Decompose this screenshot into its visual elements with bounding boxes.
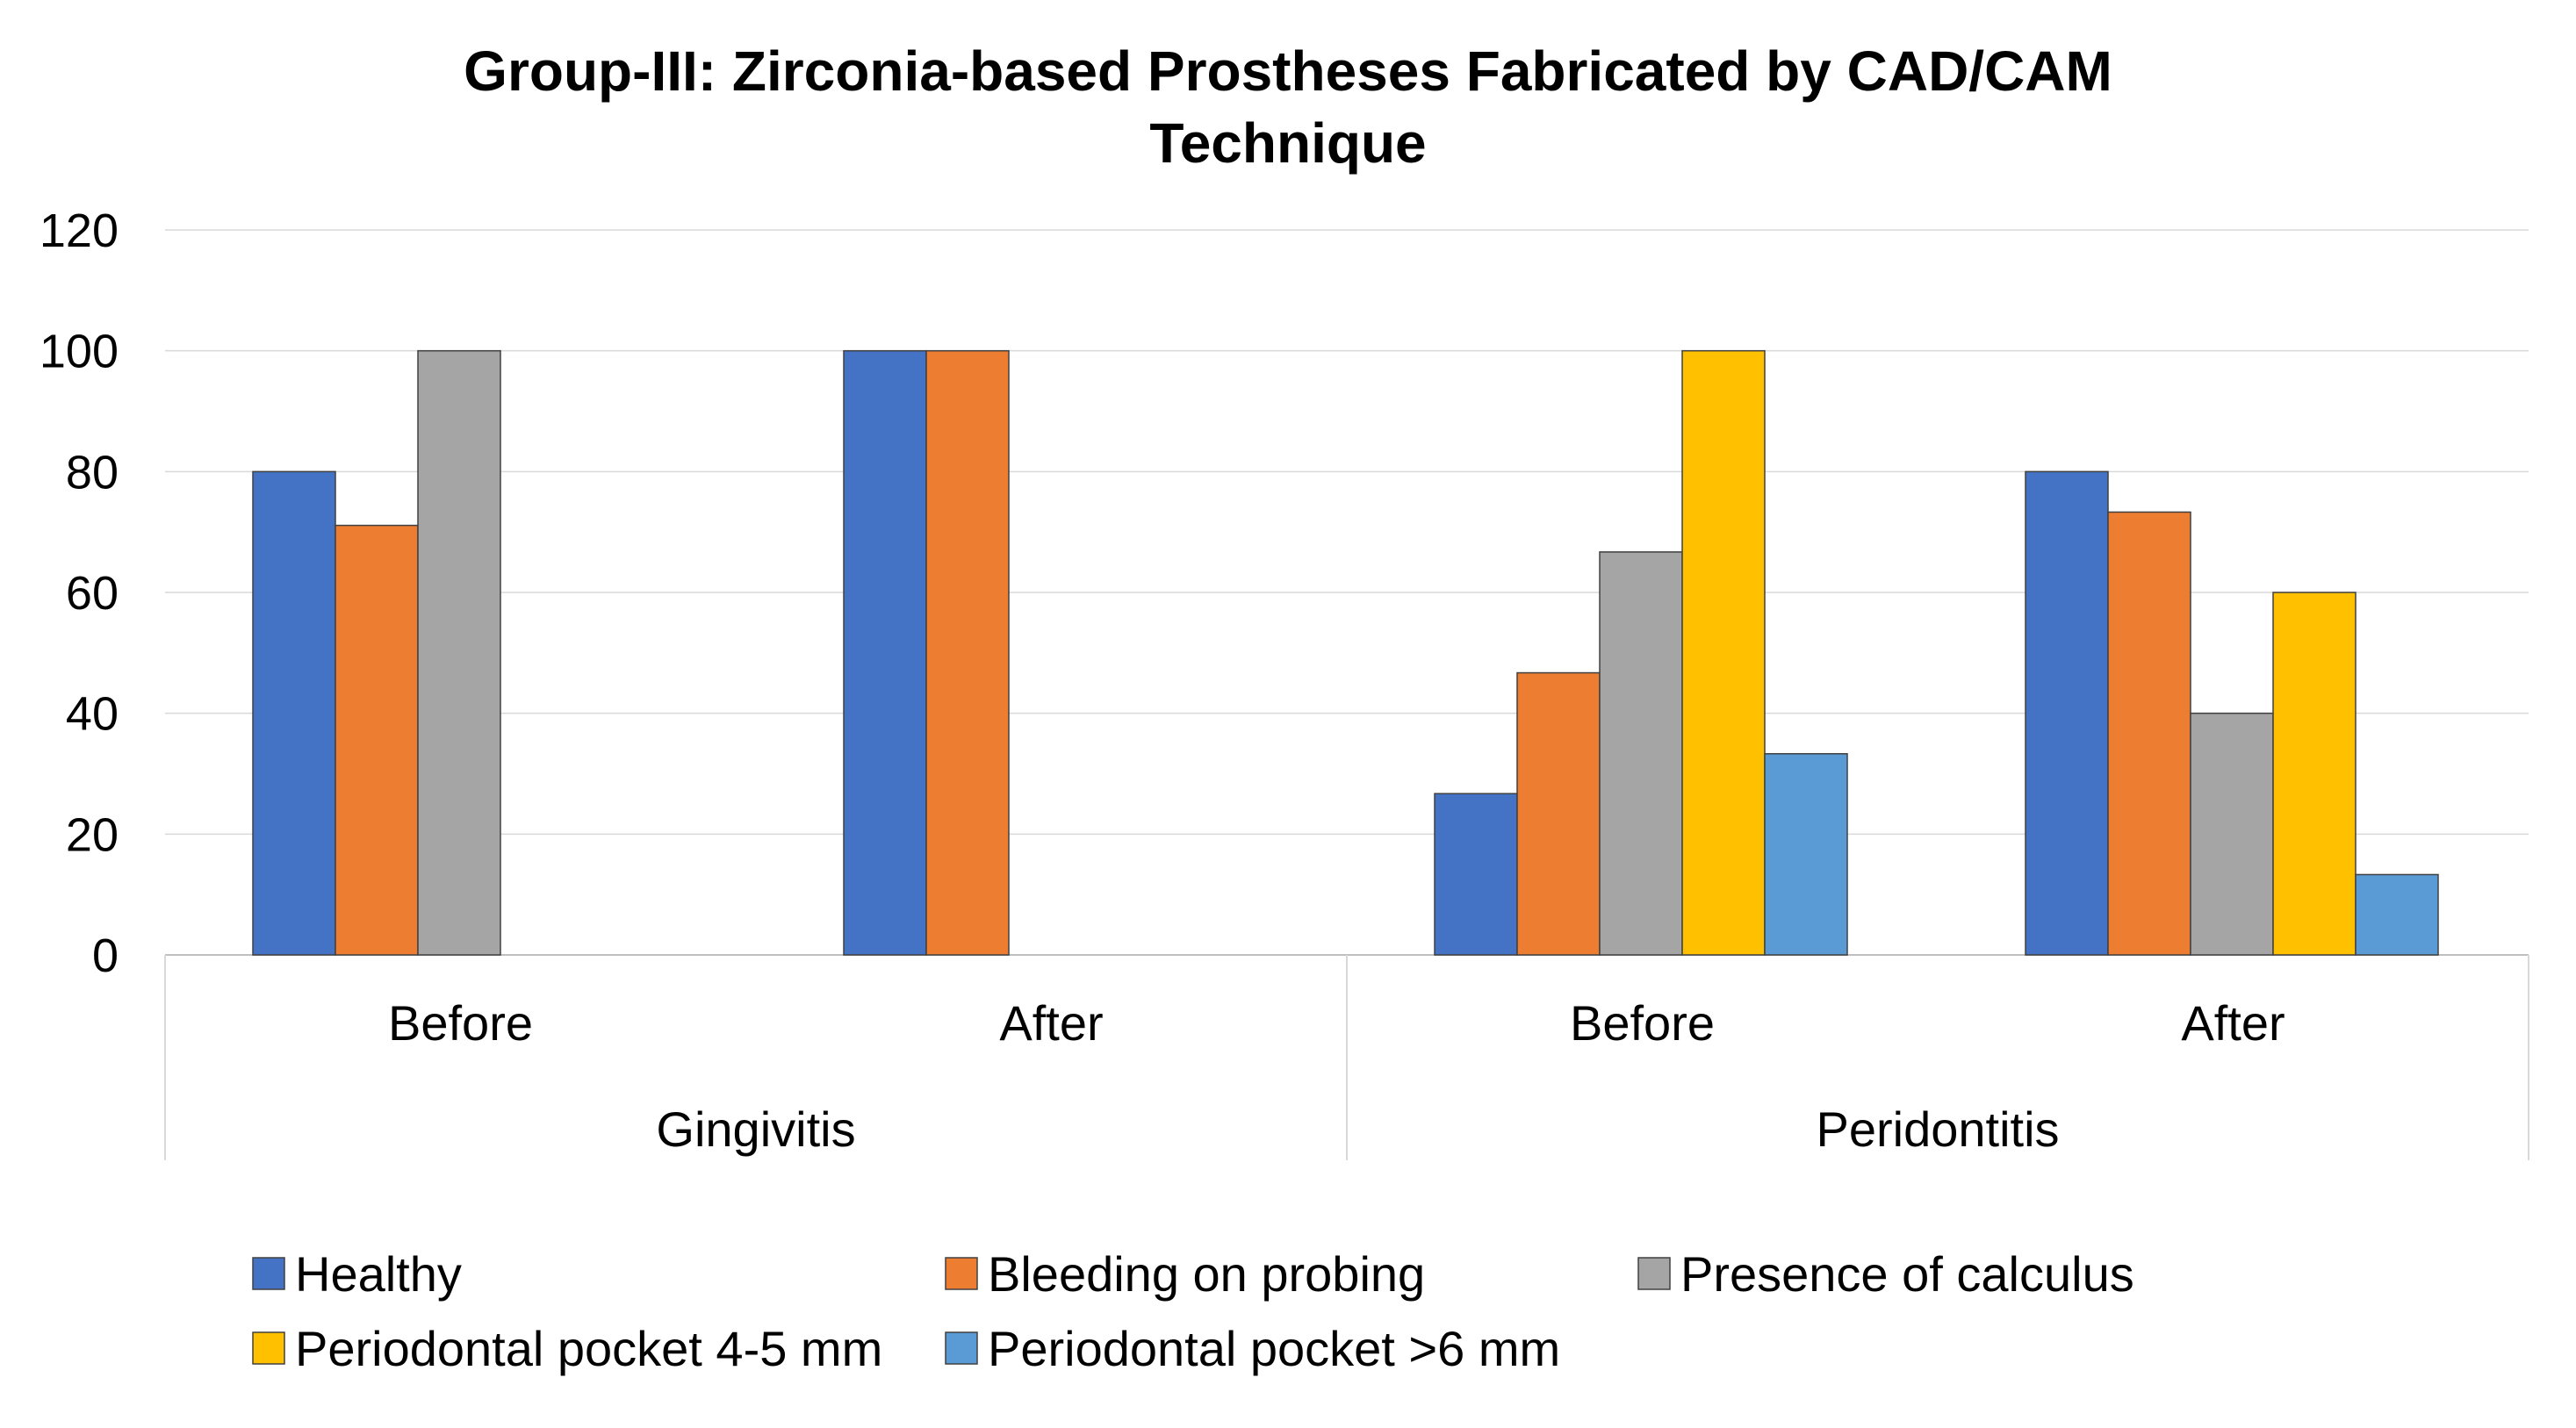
bar-healthy [1434, 793, 1518, 956]
x-tick-label: Before [388, 995, 533, 1051]
legend-label: Presence of calculus [1680, 1246, 2134, 1302]
bar-periodontal-pocket-6-mm [1764, 753, 1848, 956]
bar-periodontal-pocket-4-5-mm [2272, 592, 2357, 956]
x-tick-label: Before [1570, 995, 1715, 1051]
x-group-label: Gingivitis [656, 1101, 855, 1157]
bars [252, 349, 2439, 956]
bar-healthy [252, 470, 336, 956]
bar-periodontal-pocket-6-mm [2355, 873, 2439, 956]
legend-label: Periodontal pocket 4-5 mm [295, 1321, 882, 1376]
legend-swatch [252, 1257, 285, 1290]
legend: Healthy Bleeding on probing Presence of ca… [252, 1246, 2134, 1376]
y-tick-label: 100 [40, 326, 119, 378]
legend-label: Bleeding on probing [988, 1246, 1425, 1302]
y-tick-label: 120 [40, 205, 119, 257]
legend-label: Healthy [295, 1246, 462, 1302]
bar-healthy [2025, 470, 2109, 956]
bar-bleeding-on-probing [925, 349, 1010, 956]
bar-presence-of-calculus [417, 349, 501, 956]
y-tick-label: 40 [66, 688, 119, 741]
y-tick-label: 0 [92, 929, 119, 982]
legend-label: Periodontal pocket >6 mm [988, 1321, 1560, 1376]
y-tick-label: 20 [66, 808, 119, 861]
bar-bleeding-on-probing [1516, 671, 1601, 956]
y-tick-label: 80 [66, 446, 119, 499]
legend-swatch [945, 1331, 978, 1365]
legend-swatch [945, 1257, 978, 1290]
legend-swatch [1637, 1257, 1671, 1290]
chart-title-line-2: Technique [1149, 111, 1426, 175]
chart-title-line-1: Group-III: Zirconia-based Prostheses Fab… [464, 39, 2112, 103]
x-tick-label: After [999, 995, 1103, 1051]
bar-bleeding-on-probing [2107, 511, 2191, 956]
legend-swatch [252, 1331, 285, 1365]
bar-bleeding-on-probing [335, 524, 419, 956]
bar-healthy [843, 349, 927, 956]
bar-presence-of-calculus [1599, 551, 1683, 956]
y-tick-label: 60 [66, 567, 119, 620]
x-axis: Before After Before After Gingivitis Peridont… [164, 955, 2529, 1160]
bar-presence-of-calculus [2190, 712, 2274, 956]
y-axis-ticks: 0 20 40 60 80 100 120 [40, 205, 119, 982]
x-group-label: Peridontitis [1816, 1101, 2059, 1157]
x-tick-label: After [2181, 995, 2285, 1051]
bar-periodontal-pocket-4-5-mm [1681, 349, 1766, 956]
